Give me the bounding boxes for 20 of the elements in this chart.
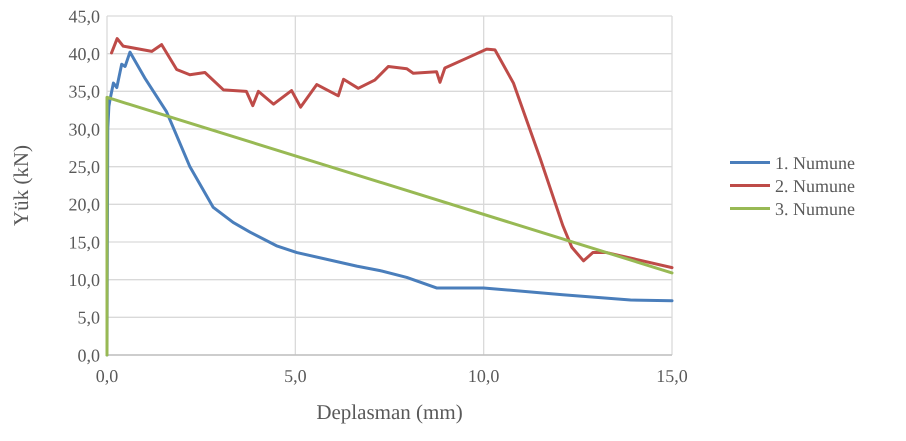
x-tick-label: 5,0 <box>284 366 307 386</box>
x-tick-label: 0,0 <box>96 366 118 386</box>
y-tick-label: 30,0 <box>68 119 100 140</box>
line-series <box>110 37 674 270</box>
y-tick-label: 0,0 <box>78 345 100 366</box>
legend-label: 1. Numune <box>775 152 855 173</box>
y-tick-label: 25,0 <box>68 156 100 177</box>
legend-label: 3. Numune <box>775 198 855 219</box>
y-axis-title: Yük (kN) <box>9 144 33 226</box>
y-tick-label: 5,0 <box>78 308 100 328</box>
x-tick-label: 10,0 <box>468 366 500 386</box>
x-axis-title: Deplasman (mm) <box>316 400 463 424</box>
y-tick-label: 10,0 <box>68 270 100 290</box>
y-tick-label: 45,0 <box>68 6 100 26</box>
x-tick-label: 15,0 <box>656 366 688 386</box>
y-tick-label: 20,0 <box>68 194 100 215</box>
y-tick-label: 40,0 <box>68 44 100 64</box>
y-tick-label: 15,0 <box>68 232 100 252</box>
y-tick-label: 35,0 <box>68 82 100 102</box>
legend-label: 2. Numune <box>775 176 855 196</box>
